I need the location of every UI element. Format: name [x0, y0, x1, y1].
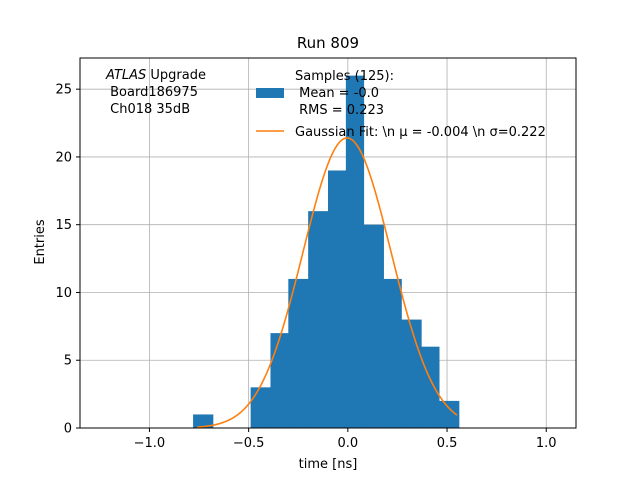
y-tick-label: 20: [55, 150, 72, 165]
histogram-bar: [193, 414, 214, 428]
x-tick-label: −0.5: [233, 436, 265, 451]
legend-histogram-line-1: Samples (125):: [295, 69, 394, 84]
y-tick-label: 15: [55, 218, 72, 233]
histogram-bar: [363, 224, 384, 428]
histogram-bar: [270, 333, 289, 428]
histogram-bar: [345, 75, 365, 428]
x-axis-ticks: −1.0 −0.5 0.0 0.5 1.0: [134, 428, 557, 451]
legend: Samples (125): Mean = -0.0 RMS = 0.223 G…: [256, 69, 546, 140]
x-tick-label: 1.0: [536, 436, 557, 451]
y-tick-label: 0: [64, 422, 72, 437]
x-axis-label: time [ns]: [299, 457, 358, 472]
y-axis-ticks: 0 5 10 15 20 25: [55, 83, 80, 437]
legend-histogram-line-3: RMS = 0.223: [295, 103, 384, 118]
y-tick-label: 5: [64, 354, 72, 369]
annotation-line-atlas: ATLAS Upgrade: [105, 68, 206, 83]
histogram-bar: [401, 319, 422, 428]
gaussian-fit-curve: [197, 137, 458, 428]
legend-histogram-swatch: [256, 88, 284, 98]
histogram-bar: [288, 278, 309, 428]
x-tick-label: −1.0: [134, 436, 166, 451]
histogram-bar: [383, 278, 402, 428]
y-tick-label: 10: [55, 286, 72, 301]
axes-frame: [79, 57, 577, 429]
annotation-atlas-word: ATLAS: [105, 68, 146, 83]
legend-histogram-line-2: Mean = -0.0: [295, 86, 379, 101]
x-tick-label: 0.5: [437, 436, 458, 451]
histogram-bar: [308, 211, 329, 428]
histogram-bar: [250, 387, 271, 428]
histogram-bars: [193, 75, 460, 428]
legend-fit-label: Gaussian Fit: \n μ = -0.004 \n σ=0.222: [295, 125, 546, 140]
atlas-annotation: ATLAS Upgrade Board186975 Ch018 35dB: [105, 68, 206, 117]
histogram-bar: [328, 170, 347, 428]
y-axis-label: Entries: [33, 219, 48, 265]
histogram-bar: [439, 400, 460, 428]
y-tick-label: 25: [55, 83, 72, 98]
annotation-line-board: Board186975: [106, 85, 198, 100]
histogram-bar: [421, 346, 440, 428]
annotation-line-channel: Ch018 35dB: [106, 102, 190, 117]
x-tick-label: 0.0: [337, 436, 358, 451]
chart-title: Run 809: [297, 34, 359, 52]
